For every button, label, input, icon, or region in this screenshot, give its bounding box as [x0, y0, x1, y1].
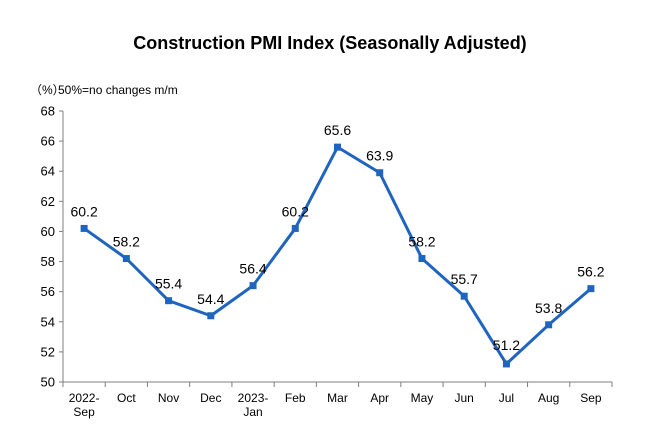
x-tick-label: Dec [200, 391, 221, 405]
data-label: 56.2 [577, 264, 604, 280]
data-point-marker [334, 143, 341, 151]
y-tick-label: 54 [41, 314, 55, 329]
data-label: 53.8 [535, 300, 562, 316]
y-tick-label: 64 [41, 164, 55, 179]
series-line-group: 60.2 58.2 55.4 54.4 56.4 60.2 65.6 63.9 58.2 55.7… [70, 122, 605, 368]
data-label: 55.7 [451, 271, 478, 287]
data-point-marker [122, 255, 130, 263]
data-point-marker [80, 224, 88, 232]
data-point-marker [207, 312, 215, 320]
data-label: 51.2 [493, 337, 520, 353]
x-tick-label: Jul [499, 391, 514, 405]
x-tick-label: 2023-Jan [238, 391, 269, 419]
data-point-marker [460, 292, 468, 300]
data-point-marker [502, 360, 510, 368]
x-tick-label: Sep [580, 391, 602, 405]
data-point-marker [165, 297, 173, 305]
y-tick-label: 56 [41, 284, 55, 299]
data-label: 58.2 [113, 234, 140, 250]
y-tick-label: 58 [41, 254, 55, 269]
x-tick-label: Jun [455, 391, 474, 405]
data-label: 55.4 [155, 276, 182, 292]
data-point-marker [249, 282, 257, 290]
x-tick-label: Aug [538, 391, 559, 405]
data-label: 56.4 [239, 261, 266, 277]
data-label: 60.2 [70, 203, 97, 219]
data-label: 58.2 [408, 234, 435, 250]
data-label: 63.9 [366, 148, 393, 164]
data-label: 54.4 [197, 291, 224, 307]
axes: 50 52 54 56 58 60 62 64 66 68 2022-Sep Oct Nov Dec 202… [41, 104, 613, 419]
y-tick-label: 68 [41, 104, 55, 119]
x-tick-label: May [411, 391, 434, 405]
series-line [82, 145, 593, 366]
x-tick-label: 2022-Sep [69, 391, 100, 419]
data-label: 60.2 [282, 203, 309, 219]
y-tick-label: 50 [41, 375, 55, 390]
data-point-marker [376, 169, 384, 177]
y-tick-label: 62 [41, 194, 55, 209]
x-tick-label: Oct [117, 391, 136, 405]
y-tick-label: 66 [41, 134, 55, 149]
x-tick-label: Nov [158, 391, 179, 405]
chart-title: Construction PMI Index (Seasonally Adjus… [133, 33, 526, 53]
x-tick-label: Apr [370, 391, 389, 405]
data-point-marker [291, 224, 299, 232]
data-point-marker [418, 255, 426, 263]
baseline-note: 50%=no changes m/m [58, 83, 178, 97]
data-point-marker [587, 285, 595, 293]
y-tick-label: 52 [41, 344, 55, 359]
data-point-marker [545, 321, 553, 329]
x-tick-label: Mar [327, 391, 348, 405]
x-tick-label: Feb [285, 391, 306, 405]
data-label: 65.6 [324, 122, 351, 138]
y-axis-unit-label: （%） [30, 83, 65, 97]
y-tick-label: 60 [41, 224, 55, 239]
